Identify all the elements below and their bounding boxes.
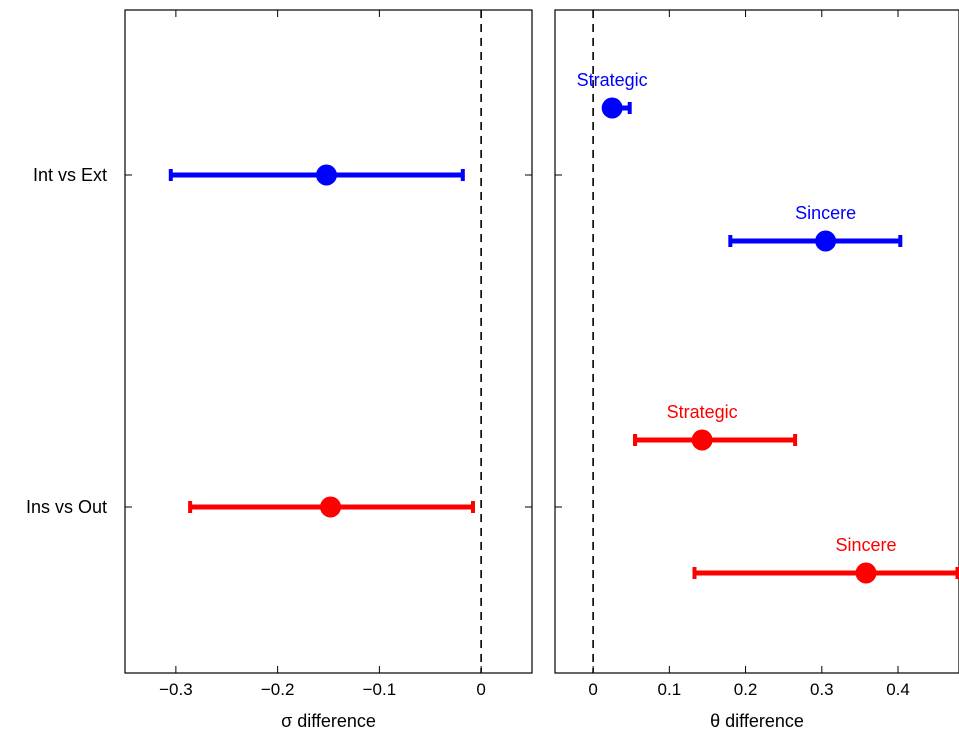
right-x-axis-label: θ difference (710, 711, 804, 731)
left-xtick-label: −0.3 (159, 680, 193, 699)
right-panel: 0 0.1 0.2 0.3 0.4 θ difference Strategic Sincer… (554, 9, 959, 731)
right-xtick-label: 0.1 (658, 680, 682, 699)
left-plot-frame (124, 9, 533, 674)
right-point-estimate-3 (855, 562, 877, 584)
left-xtick-label: −0.2 (261, 680, 295, 699)
ytick-label-ins-vs-out: Ins vs Out (26, 497, 107, 517)
right-point-estimate-1 (815, 230, 837, 252)
right-point-label-3: Sincere (835, 535, 896, 555)
right-xtick-label: 0.4 (886, 680, 910, 699)
left-xtick-label: 0 (476, 680, 485, 699)
left-point-estimate-0 (315, 164, 337, 186)
left-x-axis-label: σ difference (281, 711, 376, 731)
right-point-estimate-2 (691, 429, 713, 451)
right-xtick-label: 0.3 (810, 680, 834, 699)
ytick-label-int-vs-ext: Int vs Ext (33, 165, 107, 185)
right-plot-frame (554, 9, 959, 674)
right-xtick-label: 0 (588, 680, 597, 699)
left-xtick-label: −0.1 (363, 680, 397, 699)
right-point-estimate-0 (601, 97, 623, 119)
right-point-label-2: Strategic (667, 402, 738, 422)
left-panel: −0.3 −0.2 −0.1 0 σ difference Int vs Ext Ins v… (26, 9, 533, 731)
right-xtick-label: 0.2 (734, 680, 758, 699)
left-point-estimate-1 (320, 496, 342, 518)
right-point-label-1: Sincere (795, 203, 856, 223)
right-point-label-0: Strategic (577, 70, 648, 90)
